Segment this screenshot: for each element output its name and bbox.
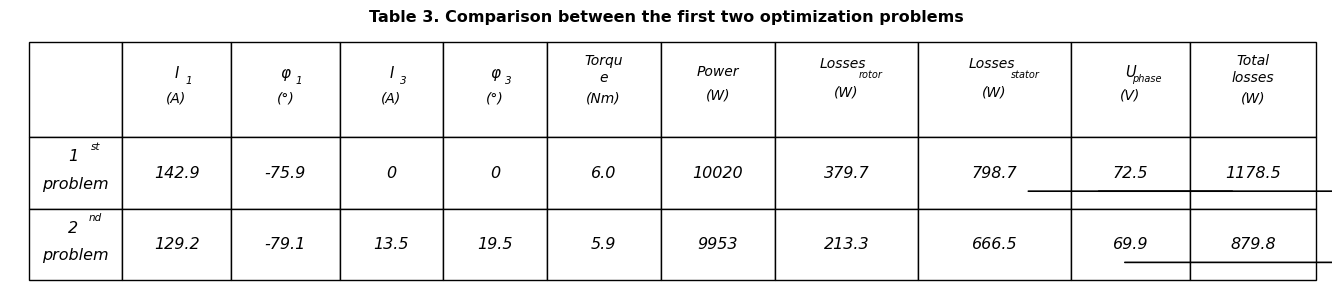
Text: 72.5: 72.5	[1112, 166, 1148, 180]
Bar	[1189, 209, 1316, 280]
Text: 2: 2	[68, 221, 79, 236]
Text: 1: 1	[296, 76, 302, 86]
Text: 666.5: 666.5	[971, 237, 1018, 252]
Text: 0: 0	[386, 166, 397, 180]
Text: 1: 1	[68, 149, 79, 164]
Text: 10020: 10020	[693, 166, 743, 180]
Text: 5.9: 5.9	[591, 237, 617, 252]
Text: Table 3. Comparison between the first two optimization problems: Table 3. Comparison between the first tw…	[369, 10, 963, 25]
Bar	[230, 42, 340, 137]
Text: Losses: Losses	[819, 57, 866, 71]
Bar	[546, 209, 661, 280]
Bar	[230, 137, 340, 209]
Text: 3: 3	[505, 76, 511, 86]
Bar	[29, 42, 123, 137]
Bar	[444, 209, 546, 280]
Bar	[123, 209, 230, 280]
Bar	[546, 42, 661, 137]
Bar	[918, 137, 1071, 209]
Text: phase: phase	[1132, 74, 1162, 84]
Text: e: e	[599, 71, 607, 85]
Bar	[918, 42, 1071, 137]
Bar	[661, 137, 775, 209]
Text: 6.0: 6.0	[591, 166, 617, 180]
Text: (W): (W)	[1240, 92, 1265, 106]
Text: Torqu: Torqu	[585, 54, 623, 68]
Bar	[444, 42, 546, 137]
Bar	[775, 209, 918, 280]
Text: -75.9: -75.9	[265, 166, 306, 180]
Text: 142.9: 142.9	[153, 166, 200, 180]
Text: problem: problem	[43, 177, 109, 192]
Text: 379.7: 379.7	[823, 166, 870, 180]
Bar	[29, 137, 123, 209]
Text: φ: φ	[490, 66, 500, 81]
Text: I: I	[389, 66, 394, 81]
Text: U: U	[1126, 65, 1136, 80]
Text: (W): (W)	[982, 86, 1007, 100]
Text: st: st	[91, 142, 100, 152]
Bar	[123, 42, 230, 137]
Bar	[775, 42, 918, 137]
Bar	[661, 209, 775, 280]
Text: 13.5: 13.5	[374, 237, 409, 252]
Bar	[444, 137, 546, 209]
Text: 213.3: 213.3	[823, 237, 870, 252]
Bar	[1071, 137, 1189, 209]
Bar	[661, 42, 775, 137]
Bar	[775, 137, 918, 209]
Bar	[1071, 209, 1189, 280]
Text: 1: 1	[185, 76, 192, 86]
Text: (W): (W)	[834, 86, 859, 100]
Text: (Nm): (Nm)	[586, 92, 621, 106]
Bar	[1071, 42, 1189, 137]
Text: Power: Power	[697, 65, 739, 79]
Text: 9953: 9953	[698, 237, 738, 252]
Text: 1178.5: 1178.5	[1225, 166, 1281, 180]
Text: (A): (A)	[166, 92, 186, 106]
Text: (°): (°)	[277, 92, 294, 106]
Text: (V): (V)	[1120, 89, 1140, 103]
Text: losses: losses	[1232, 71, 1275, 85]
Bar	[918, 209, 1071, 280]
Text: 0: 0	[490, 166, 500, 180]
Text: -79.1: -79.1	[265, 237, 306, 252]
Bar	[230, 209, 340, 280]
Bar	[29, 209, 123, 280]
Text: 129.2: 129.2	[153, 237, 200, 252]
Text: rotor: rotor	[858, 70, 882, 80]
Bar	[546, 137, 661, 209]
Text: 69.9: 69.9	[1112, 237, 1148, 252]
Bar	[340, 209, 444, 280]
Bar	[123, 137, 230, 209]
Text: Total: Total	[1236, 54, 1269, 68]
Text: (A): (A)	[381, 92, 401, 106]
Text: 798.7: 798.7	[971, 166, 1018, 180]
Text: Losses: Losses	[968, 57, 1015, 71]
Text: (°): (°)	[486, 92, 503, 106]
Text: 3: 3	[400, 76, 406, 86]
Bar	[1189, 42, 1316, 137]
Text: (W): (W)	[706, 89, 730, 103]
Bar	[340, 137, 444, 209]
Text: 19.5: 19.5	[477, 237, 513, 252]
Text: problem: problem	[43, 248, 109, 263]
Text: nd: nd	[89, 213, 103, 223]
Bar	[1189, 137, 1316, 209]
Text: 879.8: 879.8	[1231, 237, 1276, 252]
Text: φ: φ	[280, 66, 290, 81]
Text: I: I	[174, 66, 178, 81]
Text: stator: stator	[1011, 70, 1039, 80]
Bar	[340, 42, 444, 137]
